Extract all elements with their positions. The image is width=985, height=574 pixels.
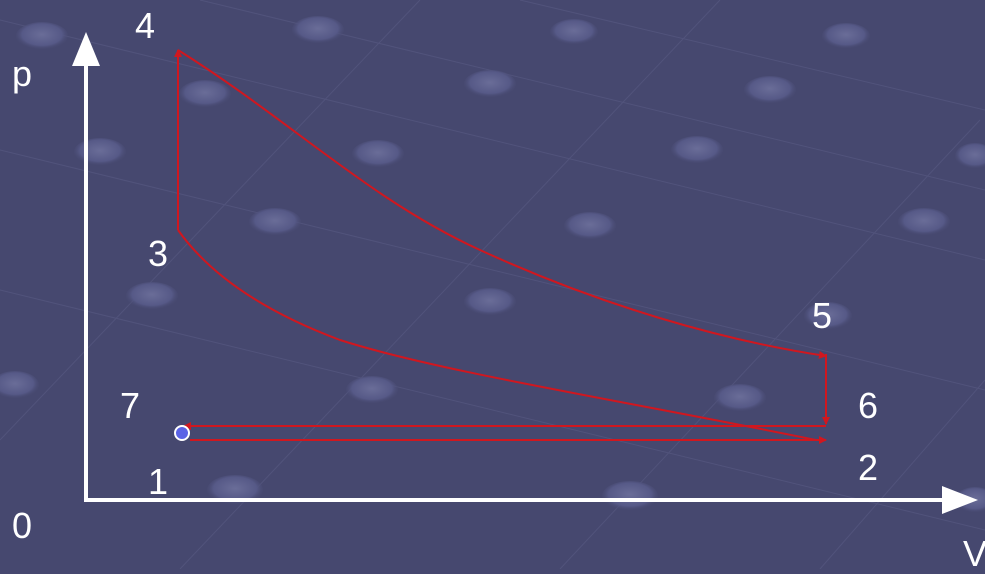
axes xyxy=(72,32,978,514)
point-label-4: 4 xyxy=(135,5,155,46)
labels: p V 0 4 3 5 7 6 2 1 xyxy=(12,5,985,574)
point-label-5: 5 xyxy=(812,295,832,336)
process-2-3 xyxy=(177,229,817,441)
process-4-5 xyxy=(177,49,827,359)
p-axis-label: p xyxy=(12,53,32,94)
point-label-3: 3 xyxy=(148,233,168,274)
origin-label: 0 xyxy=(12,505,32,546)
cycle xyxy=(174,49,830,444)
background-dots xyxy=(0,16,985,513)
point-label-2: 2 xyxy=(858,447,878,488)
start-point-marker xyxy=(174,425,190,441)
v-axis-label: V xyxy=(963,533,985,569)
point-label-7: 7 xyxy=(120,385,140,426)
p-axis-arrowhead xyxy=(72,32,100,66)
point-label-1: 1 xyxy=(148,461,168,502)
v-axis-arrowhead xyxy=(942,486,978,514)
point-label-6: 6 xyxy=(858,385,878,426)
